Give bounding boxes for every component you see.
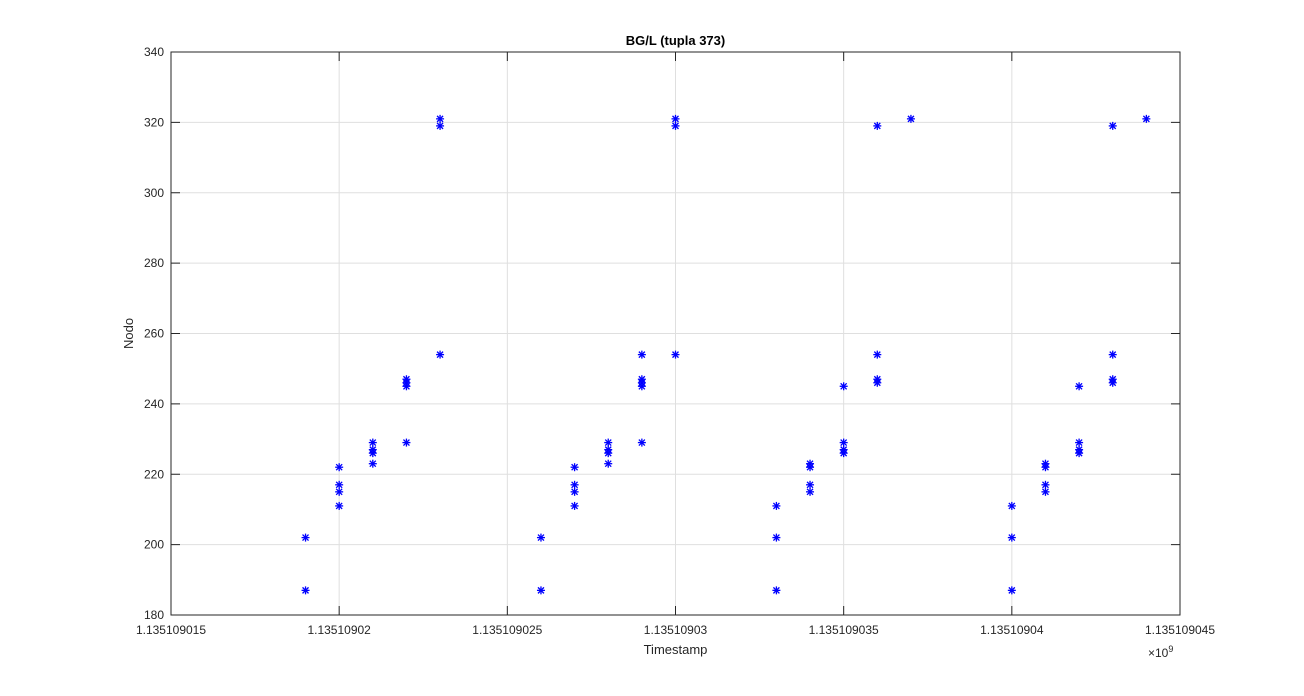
data-point (671, 114, 680, 123)
data-point (637, 375, 646, 384)
data-point (1142, 114, 1151, 123)
data-point (671, 350, 680, 359)
data-point (1007, 501, 1016, 510)
data-point (570, 480, 579, 489)
x-tick-label: 1.135109045 (1145, 623, 1215, 637)
data-point (772, 533, 781, 542)
data-point (873, 375, 882, 384)
data-point (671, 121, 680, 130)
y-tick-label: 180 (144, 608, 164, 622)
data-point (335, 501, 344, 510)
x-exponent-base: ×10 (1148, 646, 1169, 660)
data-point (1108, 375, 1117, 384)
data-point (436, 114, 445, 123)
data-point (1075, 445, 1084, 454)
x-tick-label: 1.13510903 (644, 623, 708, 637)
x-tick-label: 1.135109015 (136, 623, 206, 637)
data-point (772, 501, 781, 510)
data-point (301, 533, 310, 542)
data-point (1108, 121, 1117, 130)
data-point (1007, 586, 1016, 595)
data-point (335, 487, 344, 496)
data-point (536, 586, 545, 595)
x-axis-label: Timestamp (644, 642, 708, 657)
data-point (604, 459, 613, 468)
data-point (436, 350, 445, 359)
y-tick-label: 340 (144, 45, 164, 59)
data-point (368, 445, 377, 454)
ticks (170, 51, 1181, 616)
data-point (1075, 382, 1084, 391)
y-tick-label: 220 (144, 467, 164, 481)
data-point (301, 586, 310, 595)
data-point (772, 586, 781, 595)
x-exponent-label: ×109 (1148, 644, 1173, 660)
x-tick-labels: 1.135109015 1.13510902 1.135109025 1.135109… (136, 623, 1215, 637)
chart-title: BG/L (tupla 373) (626, 33, 725, 48)
data-points (301, 114, 1151, 595)
data-point (604, 438, 613, 447)
data-point (1041, 459, 1050, 468)
y-tick-label: 260 (144, 327, 164, 341)
data-point (839, 382, 848, 391)
data-point (570, 463, 579, 472)
data-point (604, 445, 613, 454)
data-point (368, 459, 377, 468)
x-tick-label: 1.13510902 (307, 623, 371, 637)
data-point (873, 121, 882, 130)
data-point (402, 375, 411, 384)
data-point (570, 487, 579, 496)
y-tick-label: 200 (144, 538, 164, 552)
data-point (637, 350, 646, 359)
y-tick-label: 300 (144, 186, 164, 200)
data-point (402, 438, 411, 447)
data-point (436, 121, 445, 130)
data-point (806, 459, 815, 468)
data-point (1041, 487, 1050, 496)
data-point (335, 480, 344, 489)
data-point (1108, 350, 1117, 359)
data-point (873, 350, 882, 359)
y-tick-label: 240 (144, 397, 164, 411)
data-point (368, 438, 377, 447)
x-tick-label: 1.135109025 (472, 623, 542, 637)
y-tick-label: 280 (144, 256, 164, 270)
x-exponent-power: 9 (1168, 644, 1173, 654)
data-point (839, 438, 848, 447)
data-point (637, 438, 646, 447)
data-point (806, 487, 815, 496)
y-tick-labels: 180 200 220 240 260 280 300 320 340 (144, 45, 164, 622)
data-point (1041, 480, 1050, 489)
y-axis-label: Nodo (121, 318, 136, 349)
data-point (335, 463, 344, 472)
data-point (839, 445, 848, 454)
x-tick-label: 1.13510904 (980, 623, 1044, 637)
data-point (806, 480, 815, 489)
x-tick-label: 1.135109035 (809, 623, 879, 637)
data-point (536, 533, 545, 542)
data-point (1075, 438, 1084, 447)
data-point (1007, 533, 1016, 542)
data-point (570, 501, 579, 510)
y-tick-label: 320 (144, 115, 164, 129)
data-point (906, 114, 915, 123)
